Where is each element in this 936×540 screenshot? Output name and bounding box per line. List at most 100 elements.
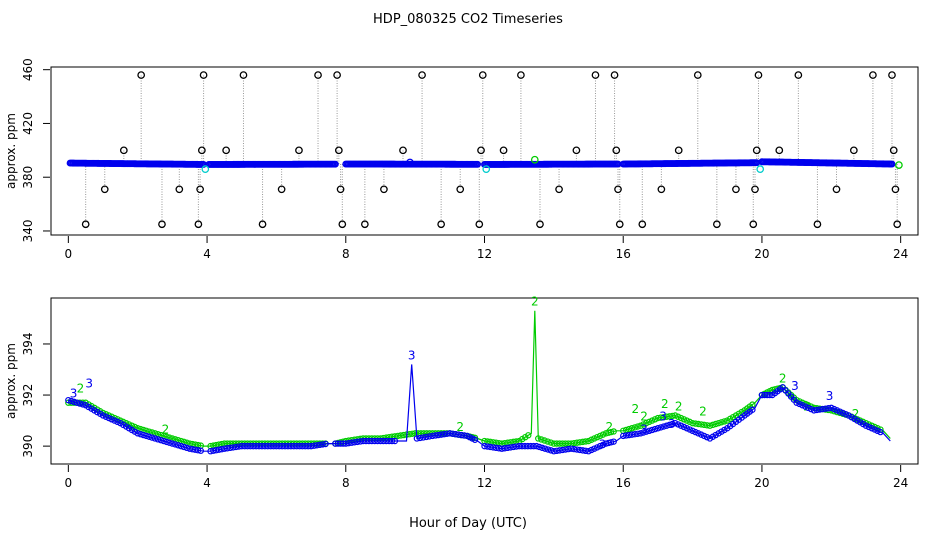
data-point: [235, 443, 243, 450]
data-point: [151, 435, 159, 442]
data-point: [576, 439, 584, 446]
data-point: [154, 436, 162, 443]
data-point: [660, 413, 667, 421]
data-point: [160, 437, 167, 445]
data-point: [766, 391, 773, 399]
outlier-point: [119, 146, 128, 155]
data-point: [134, 430, 141, 437]
data-point: [816, 406, 823, 413]
outlier-point: [334, 146, 343, 155]
data-point: [504, 444, 511, 452]
data-point: [432, 432, 439, 439]
data-point: [351, 439, 358, 446]
data-point: [646, 427, 653, 434]
data-point: [148, 434, 156, 441]
data-point: [553, 447, 560, 455]
highlight-point: [756, 165, 765, 173]
data-point: [547, 439, 554, 446]
data-point: [416, 434, 424, 442]
outlier-point: [657, 185, 666, 194]
highlight-point: [482, 165, 491, 173]
outlier-point: [612, 146, 621, 155]
outlier-point: [794, 71, 803, 79]
data-point: [570, 445, 578, 453]
top-x-tick-label: 20: [754, 247, 769, 261]
data-point: [582, 447, 589, 455]
top-plot-marks: [66, 71, 903, 229]
data-point: [229, 444, 237, 451]
outlier-point: [258, 220, 267, 229]
data-point: [625, 431, 633, 439]
bottom-plot-frame: [50, 297, 919, 465]
data-point: [345, 439, 352, 447]
outlier-point: [100, 185, 109, 194]
marker-label: 2: [852, 407, 860, 421]
data-point: [550, 448, 558, 455]
data-point: [449, 430, 456, 437]
highlight-point: [406, 158, 414, 167]
data-point: [137, 431, 144, 438]
data-point: [631, 431, 638, 438]
outlier-point: [891, 185, 900, 194]
bottom-y-tick-label: 392: [21, 384, 35, 407]
top-axes: 0 4 8 12 16 20 24 340 380 420 460: [21, 58, 908, 261]
marker-label: 3: [85, 376, 93, 390]
marker-label: 2: [162, 422, 170, 436]
top-plot-frame: [50, 66, 919, 236]
outlier-point: [158, 220, 166, 229]
data-point: [607, 439, 615, 446]
outlier-point: [813, 220, 822, 229]
data-point: [622, 432, 630, 439]
data-point: [172, 441, 179, 448]
outlier-point: [693, 71, 702, 79]
marker-label: 3: [668, 417, 676, 431]
outlier-point: [137, 71, 146, 79]
top-y-tick-label: 420: [21, 112, 35, 135]
data-point: [313, 442, 321, 449]
marker-label: 2: [77, 381, 85, 395]
top-x-tick-label: 4: [203, 247, 211, 261]
bottom-x-tick-label: 4: [203, 476, 211, 490]
data-point: [695, 420, 702, 428]
data-point: [397, 432, 404, 439]
highlight-point: [201, 165, 210, 173]
data-point: [651, 425, 659, 433]
outlier-point: [869, 71, 877, 79]
data-point: [813, 406, 821, 414]
marker-label: 2: [632, 402, 640, 416]
data-point: [146, 433, 153, 440]
data-point: [226, 444, 234, 452]
data-point: [525, 432, 532, 439]
outlier-point: [456, 185, 465, 194]
series-line: [68, 310, 891, 447]
data-point: [319, 441, 326, 448]
data-point: [316, 441, 323, 449]
data-point: [669, 412, 676, 420]
data-point: [689, 419, 696, 427]
data-point: [452, 431, 459, 438]
top-y-tick-label: 340: [21, 220, 35, 243]
data-point: [721, 418, 728, 425]
data-point: [79, 401, 86, 408]
bottom-x-tick-label: 16: [616, 476, 631, 490]
data-point: [76, 400, 84, 407]
data-point: [712, 420, 719, 428]
outlier-point: [418, 71, 426, 79]
data-point: [461, 432, 468, 439]
data-point: [810, 407, 818, 414]
data-point: [640, 429, 647, 436]
data-point: [169, 440, 176, 447]
top-x-tick-label: 8: [342, 247, 350, 261]
bottom-x-tick-label: 24: [893, 476, 908, 490]
data-point: [657, 414, 664, 421]
data-point: [440, 431, 448, 438]
data-point: [354, 438, 361, 446]
outlier-point: [338, 220, 347, 229]
marker-label: 3: [70, 387, 78, 401]
data-point: [429, 432, 436, 440]
bottom-y-axis-label: approx. ppm: [4, 343, 18, 419]
data-point: [194, 447, 202, 454]
data-point: [654, 425, 662, 432]
outlier-point: [752, 146, 761, 155]
